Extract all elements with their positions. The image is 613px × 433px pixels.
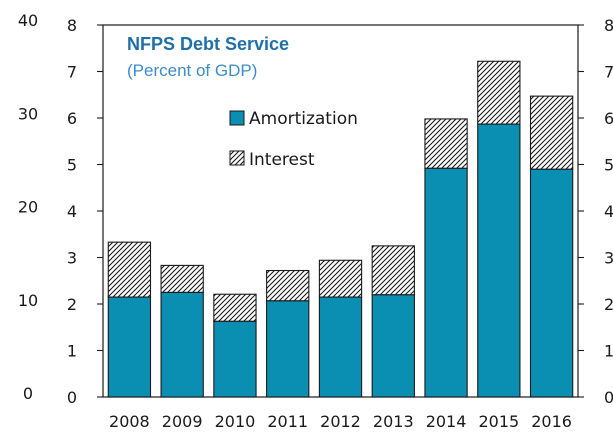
outer-left-tick-label: 30 — [18, 104, 38, 123]
x-tick-label: 2008 — [109, 412, 150, 431]
legend: Amortization Interest — [229, 109, 358, 170]
x-tick-label: 2011 — [267, 412, 308, 431]
legend-label-amortization: Amortization — [249, 109, 358, 129]
chart-title: NFPS Debt Service — [127, 34, 289, 54]
bar-interest-2008 — [107, 241, 152, 298]
bar-interest-2012 — [318, 259, 363, 298]
bar-amortization-2011 — [266, 300, 310, 398]
bar-amortization-2012 — [318, 296, 363, 398]
left-tick-label: 0 — [67, 388, 77, 407]
x-tick-label: 2013 — [373, 412, 414, 431]
left-tick-label: 3 — [67, 249, 77, 268]
right-tick-label: 3 — [604, 249, 613, 268]
left-tick-label: 5 — [67, 156, 77, 175]
left-tick-label: 6 — [67, 109, 77, 128]
bar-amortization-2009 — [160, 291, 204, 398]
right-tick-label: 5 — [604, 156, 613, 175]
outer-left-axis-ticks: 0 10 20 30 40 — [18, 11, 38, 403]
x-tick-label: 2016 — [531, 412, 572, 431]
bar-interest-2011 — [266, 269, 310, 302]
left-tick-label: 1 — [67, 342, 77, 361]
bar-interest-2015 — [477, 60, 521, 125]
left-axis-ticks: 0 1 2 3 4 5 6 7 8 — [67, 16, 103, 407]
right-tick-label: 8 — [604, 16, 613, 35]
bar-amortization-2013 — [371, 294, 415, 398]
left-tick-label: 8 — [67, 16, 77, 35]
bar-amortization-2016 — [529, 168, 574, 398]
left-tick-label: 4 — [67, 202, 77, 221]
x-tick-label: 2010 — [215, 412, 256, 431]
bar-amortization-2015 — [477, 123, 521, 398]
outer-left-tick-label: 40 — [18, 11, 38, 30]
outer-left-tick-label: 20 — [18, 198, 38, 217]
legend-label-interest: Interest — [249, 150, 315, 170]
right-tick-label: 6 — [604, 109, 613, 128]
x-tick-label: 2012 — [320, 412, 361, 431]
bars-group — [107, 60, 574, 398]
chart-subtitle: (Percent of GDP) — [127, 61, 257, 80]
legend-swatch-interest — [229, 150, 245, 166]
bar-interest-2010 — [213, 293, 257, 322]
x-tick-label: 2015 — [478, 412, 519, 431]
bar-interest-2014 — [424, 118, 468, 169]
right-tick-label: 1 — [604, 342, 613, 361]
bar-amortization-2010 — [213, 320, 257, 398]
bar-interest-2013 — [371, 245, 415, 296]
x-tick-label: 2009 — [162, 412, 203, 431]
bar-interest-2016 — [529, 95, 574, 170]
right-tick-label: 0 — [604, 388, 613, 407]
outer-left-tick-label: 0 — [23, 384, 33, 403]
left-tick-label: 2 — [67, 295, 77, 314]
bar-amortization-2008 — [107, 296, 152, 398]
legend-swatch-amortization — [229, 110, 245, 126]
left-tick-label: 7 — [67, 63, 77, 82]
right-tick-label: 4 — [604, 202, 613, 221]
bar-amortization-2014 — [424, 167, 468, 398]
x-tick-label: 2014 — [426, 412, 467, 431]
right-axis-ticks: 0 1 2 3 4 5 6 7 8 — [578, 16, 613, 407]
outer-left-tick-label: 10 — [18, 291, 38, 310]
x-axis-ticks: 2008 2009 2010 2011 2012 2013 2014 2015 2016 — [109, 412, 572, 431]
right-tick-label: 7 — [604, 63, 613, 82]
right-tick-label: 2 — [604, 295, 613, 314]
bar-interest-2009 — [160, 264, 204, 293]
